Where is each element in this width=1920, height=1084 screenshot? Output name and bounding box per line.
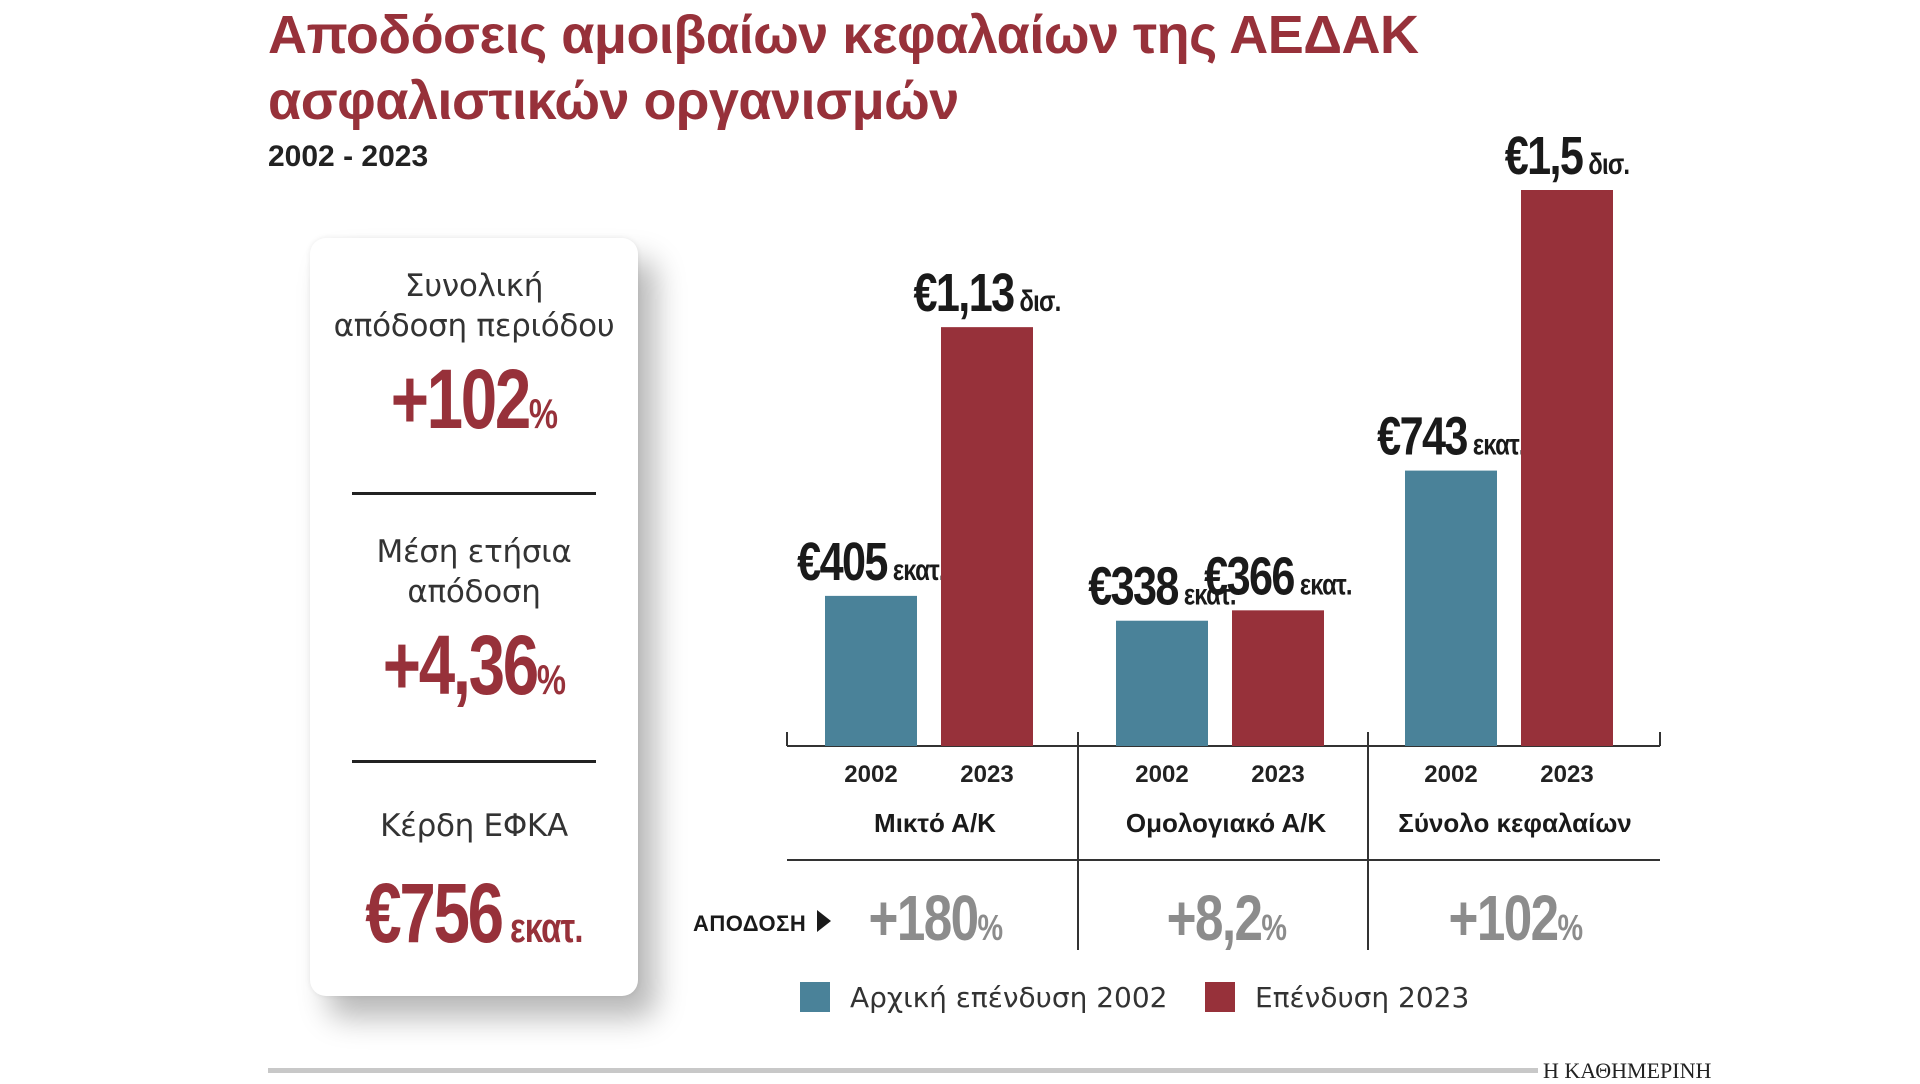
year-tick-label: 2002 bbox=[1424, 761, 1477, 788]
returns-label: ΑΠΟΔΟΣΗ bbox=[693, 911, 806, 936]
bar-2023 bbox=[1521, 190, 1613, 746]
return-value: +8,2% bbox=[1167, 884, 1287, 955]
summary-total-return-label-2: απόδοση περιόδου bbox=[333, 308, 615, 344]
bar-value-label: €743 εκατ. bbox=[1377, 407, 1525, 467]
year-tick-label: 2023 bbox=[1540, 761, 1593, 788]
category-label: Μικτό Α/Κ bbox=[874, 808, 996, 838]
year-tick-label: 2002 bbox=[844, 761, 897, 788]
return-value: +180% bbox=[869, 884, 1004, 955]
summary-annual-return-label-2: απόδοση bbox=[407, 574, 541, 610]
bar-2002 bbox=[1405, 470, 1497, 746]
category-label: Σύνολο κεφαλαίων bbox=[1398, 808, 1632, 838]
bar-2023 bbox=[941, 327, 1033, 746]
summary-total-return-label-1: Συνολική bbox=[404, 268, 544, 304]
return-value: +102% bbox=[1449, 884, 1584, 955]
bar-2023 bbox=[1232, 610, 1324, 746]
title-line-2: ασφαλιστικών οργανισμών bbox=[268, 71, 959, 131]
bar-value-label: €405 εκατ. bbox=[797, 532, 945, 592]
footer-rule bbox=[268, 1068, 1538, 1073]
summary-efka-profit-value: €756 εκατ. bbox=[365, 866, 583, 960]
summary-efka-profit: Κέρδη ΕΦΚΑ €756 εκατ. bbox=[310, 806, 638, 973]
period-subtitle: 2002 - 2023 bbox=[268, 140, 429, 173]
legend-item-2023: Επένδυση 2023 bbox=[1205, 980, 1469, 1014]
category-label: Ομολογιακό Α/Κ bbox=[1126, 808, 1326, 838]
card-divider bbox=[352, 760, 596, 763]
summary-total-return-value: +102% bbox=[390, 352, 558, 446]
bar-2002 bbox=[825, 595, 917, 746]
legend-label-2023: Επένδυση 2023 bbox=[1255, 980, 1470, 1014]
bar-value-label: €366 εκατ. bbox=[1204, 547, 1352, 607]
legend-label-2002: Αρχική επένδυση 2002 bbox=[850, 980, 1168, 1014]
summary-total-return: Συνολική απόδοση περιόδου +102% bbox=[310, 266, 638, 459]
title-line-1: Αποδόσεις αμοιβαίων κεφαλαίων της ΑΕΔΑΚ bbox=[268, 5, 1419, 65]
chart-title: Αποδόσεις αμοιβαίων κεφαλαίων της ΑΕΔΑΚ … bbox=[268, 2, 1568, 134]
legend-swatch-2023 bbox=[1205, 982, 1235, 1012]
legend-item-2002: Αρχική επένδυση 2002 bbox=[800, 980, 1167, 1014]
year-tick-label: 2023 bbox=[960, 761, 1013, 788]
year-tick-label: 2023 bbox=[1251, 761, 1304, 788]
legend-swatch-2002 bbox=[800, 982, 830, 1012]
year-tick-label: 2002 bbox=[1135, 761, 1188, 788]
publisher-logo: Η ΚΑΘΗΜΕΡΙΝΗ bbox=[1543, 1058, 1712, 1083]
summary-efka-profit-label: Κέρδη ΕΦΚΑ bbox=[380, 808, 568, 844]
card-divider bbox=[352, 492, 596, 495]
bar-value-label: €1,13 δισ. bbox=[913, 264, 1060, 324]
bar-2002 bbox=[1116, 620, 1208, 746]
bar-value-label: €1,5 δισ. bbox=[1505, 127, 1630, 187]
summary-annual-return-label-1: Μέση ετήσια bbox=[376, 534, 572, 570]
play-arrow-icon bbox=[817, 910, 831, 932]
bar-value-label: €338 εκατ. bbox=[1088, 557, 1236, 617]
summary-annual-return-value: +4,36% bbox=[382, 618, 566, 712]
summary-card: Συνολική απόδοση περιόδου +102% Μέση ετή… bbox=[310, 238, 638, 996]
summary-annual-return: Μέση ετήσια απόδοση +4,36% bbox=[310, 532, 638, 725]
